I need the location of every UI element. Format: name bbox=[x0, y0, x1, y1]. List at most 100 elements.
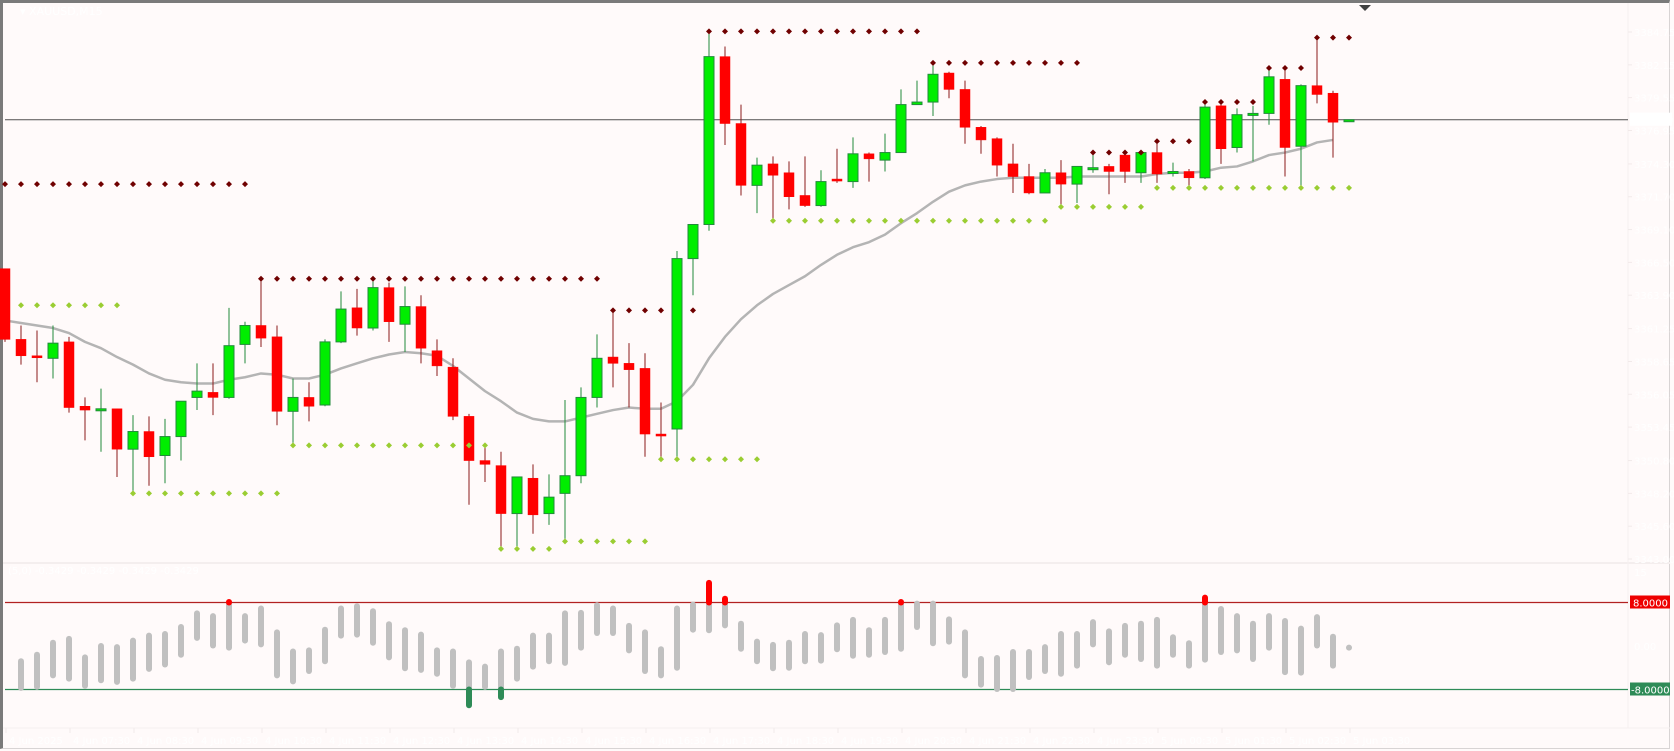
candle-body bbox=[607, 356, 619, 364]
candle-body bbox=[623, 363, 635, 370]
support-dot bbox=[1250, 184, 1256, 191]
bearish-candle bbox=[431, 339, 443, 376]
candle-body bbox=[1039, 172, 1051, 194]
price-axis-label: 3379.55 bbox=[1634, 94, 1674, 105]
candle-body bbox=[47, 342, 59, 359]
support-dot bbox=[530, 545, 536, 552]
resistance-dot bbox=[658, 307, 664, 314]
candle-body bbox=[431, 350, 443, 367]
candle-body bbox=[223, 345, 235, 398]
candle-body bbox=[415, 306, 427, 349]
resistance-dot bbox=[994, 59, 1000, 66]
resistance-dot bbox=[1170, 138, 1176, 145]
bearish-candle bbox=[719, 46, 731, 145]
resistance-dot bbox=[882, 28, 888, 35]
resistance-dot bbox=[1042, 59, 1048, 66]
candle-body bbox=[703, 56, 715, 226]
resistance-dot bbox=[1282, 64, 1288, 71]
bullish-candle bbox=[47, 325, 59, 379]
price-axis-label: 3358.65 bbox=[1634, 357, 1674, 368]
time-axis-label: 5 Jun 02:30 bbox=[1289, 736, 1346, 747]
resistance-dot bbox=[450, 275, 456, 282]
bearish-candle bbox=[383, 282, 395, 342]
candle-body bbox=[1167, 170, 1179, 174]
bearish-candle bbox=[479, 445, 491, 483]
support-dot bbox=[114, 302, 120, 309]
resistance-dot bbox=[226, 181, 232, 188]
candle-body bbox=[495, 465, 507, 514]
support-dot bbox=[594, 538, 600, 545]
candle-body bbox=[335, 308, 347, 343]
support-dot bbox=[498, 545, 504, 552]
candle-body bbox=[671, 258, 683, 430]
candle-body bbox=[879, 152, 891, 161]
chart-title: ▾ XAUUSD,M15 bbox=[20, 5, 103, 18]
resistance-dot bbox=[898, 28, 904, 35]
support-dot bbox=[130, 490, 136, 497]
candle-body bbox=[911, 101, 923, 106]
price-axis-label: 3384.75 bbox=[1634, 28, 1674, 39]
time-axis-label: 4 Jun 07:30 bbox=[73, 736, 130, 747]
candle-body bbox=[63, 341, 75, 408]
resistance-dot bbox=[722, 28, 728, 35]
resistance-dot bbox=[290, 275, 296, 282]
time-axis-label: 4 Jun 2025 bbox=[9, 736, 63, 747]
bearish-candle bbox=[831, 148, 843, 183]
time-axis-label: 4 Jun 21:30 bbox=[969, 736, 1026, 747]
support-dot bbox=[514, 545, 520, 552]
resistance-dot bbox=[770, 28, 776, 35]
support-dot bbox=[226, 490, 232, 497]
candle-body bbox=[351, 307, 363, 329]
current-price-badge bbox=[1630, 112, 1672, 126]
resistance-dot bbox=[834, 28, 840, 35]
support-dot bbox=[1234, 184, 1240, 191]
support-dot bbox=[610, 538, 616, 545]
support-dot bbox=[34, 302, 40, 309]
candle-body bbox=[111, 408, 123, 450]
price-axis-label: 3343.00 bbox=[1634, 555, 1674, 566]
bullish-candle bbox=[703, 32, 715, 231]
resistance-dot bbox=[466, 275, 472, 282]
bullish-candle bbox=[815, 170, 827, 207]
support-dot bbox=[930, 217, 936, 224]
support-dot bbox=[98, 302, 104, 309]
resistance-dot bbox=[162, 181, 168, 188]
bearish-candle bbox=[639, 353, 651, 457]
candle-body bbox=[735, 123, 747, 186]
resistance-dot bbox=[802, 28, 808, 35]
triangle-down-icon[interactable]: ▾ bbox=[20, 5, 26, 18]
resistance-dot bbox=[98, 181, 104, 188]
support-dot bbox=[466, 442, 472, 449]
symbol-label: XAUUSD,M15 bbox=[29, 5, 103, 18]
support-dot bbox=[786, 217, 792, 224]
resistance-dot bbox=[1090, 149, 1096, 156]
resistance-dot bbox=[930, 59, 936, 66]
bearish-candle bbox=[1279, 70, 1291, 177]
bearish-candle bbox=[1119, 152, 1131, 183]
candle-body bbox=[639, 368, 651, 435]
support-dot bbox=[882, 217, 888, 224]
support-dot bbox=[674, 456, 680, 463]
bearish-candle bbox=[111, 408, 123, 477]
candle-body bbox=[1183, 171, 1195, 179]
chart-shift-marker-icon bbox=[1359, 5, 1371, 11]
support-dot bbox=[626, 538, 632, 545]
bearish-candle bbox=[63, 336, 75, 413]
support-dot bbox=[1170, 184, 1176, 191]
resistance-dot bbox=[914, 28, 920, 35]
support-dot bbox=[194, 490, 200, 497]
time-axis-label: 5 Jun 00:30 bbox=[1161, 736, 1218, 747]
time-axis-label: 4 Jun 19:30 bbox=[841, 736, 898, 747]
bearish-candle bbox=[863, 152, 875, 182]
resistance-dot bbox=[258, 275, 264, 282]
bullish-candle bbox=[223, 307, 235, 399]
resistance-dot bbox=[1058, 59, 1064, 66]
bullish-candle bbox=[575, 387, 587, 484]
bearish-candle bbox=[767, 156, 779, 222]
candle-body bbox=[1023, 176, 1035, 194]
bullish-candle bbox=[399, 286, 411, 352]
candle-body bbox=[943, 72, 955, 90]
support-dot bbox=[274, 490, 280, 497]
